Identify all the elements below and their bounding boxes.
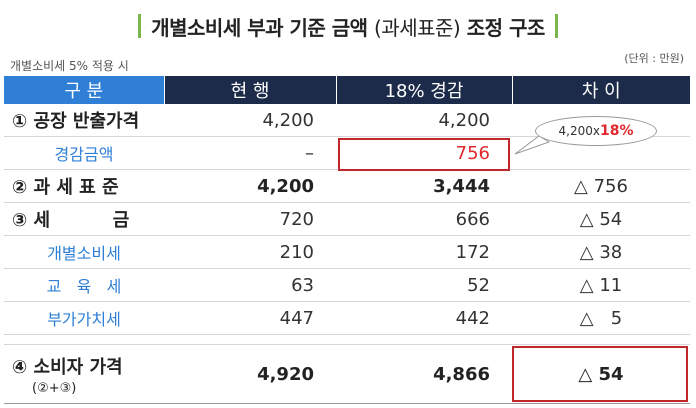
header-category: 구 분 [4,76,164,104]
row-label-individual-consumption-tax: 개별소비세 [4,235,164,269]
spacer-row [4,334,690,345]
cell-reduced: 4,200 [336,104,512,137]
row-label-education-tax: 교 육 세 [4,268,164,302]
title-bar-right [554,14,558,38]
consumer-price-formula: (②+③) [32,380,77,396]
table-header-row: 구 분 현 행 18% 경감 차 이 [4,76,690,104]
cell-diff: △ 756 [512,169,690,203]
cell-reduced: 666 [336,202,512,236]
table-row: ③ 세 금 720 666 △ 54 [4,202,690,236]
title-bar-left [138,14,142,38]
table-row: 부가가치세 447 442 △ 5 [4,301,690,335]
cell-current: 720 [164,202,336,236]
cell-diff: △ 5 [512,301,690,335]
cell-diff: △ 54 [512,344,690,404]
spacer-cell [512,334,690,345]
consumer-price-label: ④ 소비자 가격 [12,356,123,378]
page-title: 개별소비세 부과 기준 금액 (과세표준) 조정 구조 [151,12,545,41]
cell-reduced: 4,866 [336,344,512,404]
condition-note: 개별소비세 5% 적용 시 [10,59,129,73]
row-label-tax: ③ 세 금 [4,202,164,236]
cell-reduced: 172 [336,235,512,269]
row-label-factory-price: ① 공장 반출가격 [4,104,164,137]
consumer-price-diff-highlight-box [512,346,688,402]
table-row: 교 육 세 63 52 △ 11 [4,268,690,302]
title-area: 개별소비세 부과 기준 금액 (과세표준) 조정 구조 [0,0,696,52]
spacer-cell [4,334,164,345]
cell-current: 447 [164,301,336,335]
cell-diff: △ 11 [512,268,690,302]
unit-note: (단위 : 만원) [624,52,684,65]
callout-rate: 18% [599,123,634,139]
header-reduced: 18% 경감 [335,76,512,104]
spacer-cell [164,334,336,345]
callout-prefix: 4,200x [558,124,600,138]
cell-reduced: 52 [336,268,512,302]
cell-current: – [164,136,336,170]
spacer-cell [336,334,512,345]
title-main: 개별소비세 부과 기준 금액 [151,15,368,40]
cell-current: 4,200 [164,104,336,137]
cell-current: 4,200 [164,169,336,203]
cell-current: 210 [164,235,336,269]
cell-reduced: 3,444 [336,169,512,203]
cell-current: 63 [164,268,336,302]
table-row: ④ 소비자 가격 (②+③) 4,920 4,866 △ 54 [4,344,690,404]
table-row: 개별소비세 210 172 △ 38 [4,235,690,269]
row-label-reduction-amount: 경감금액 [4,136,164,170]
title-tail: 조정 구조 [466,15,546,40]
table-row: ② 과 세 표 준 4,200 3,444 △ 756 [4,169,690,203]
cell-diff: △ 38 [512,235,690,269]
title-paren: (과세표준) [374,15,461,40]
tax-structure-table: 구 분 현 행 18% 경감 차 이 ① 공장 반출가격 4,200 4,200… [4,76,690,404]
cell-current: 4,920 [164,344,336,404]
cell-reduced: 442 [336,301,512,335]
row-label-consumer-price: ④ 소비자 가격 (②+③) [4,344,164,404]
header-difference: 차 이 [511,76,690,104]
header-current: 현 행 [163,76,336,104]
cell-diff: △ 54 [512,202,690,236]
calculation-callout: 4,200x 18% [535,116,657,146]
row-label-vat: 부가가치세 [4,301,164,335]
reduction-highlight-box [338,138,510,171]
row-label-tax-base: ② 과 세 표 준 [4,169,164,203]
cell-reduced: 756 [336,136,512,170]
